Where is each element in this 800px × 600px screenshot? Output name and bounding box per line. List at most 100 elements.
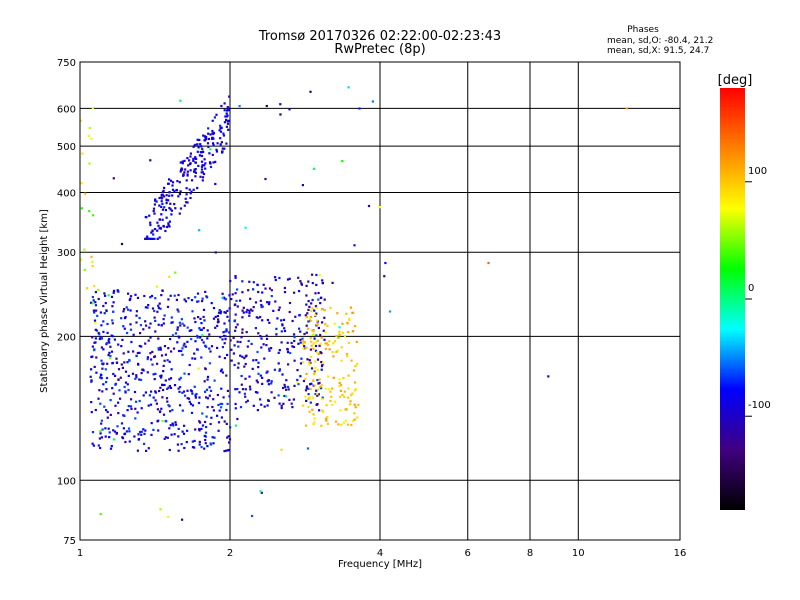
data-point <box>103 405 106 408</box>
data-point <box>201 147 204 150</box>
data-point <box>219 130 223 133</box>
data-point <box>340 359 343 362</box>
data-point <box>93 319 97 322</box>
data-point <box>186 340 189 343</box>
data-point <box>95 309 98 312</box>
data-point <box>244 388 247 391</box>
data-point <box>326 415 329 419</box>
data-point <box>92 214 95 217</box>
data-point <box>111 387 114 390</box>
data-point <box>280 448 283 451</box>
data-point <box>198 229 201 232</box>
data-point <box>91 345 94 348</box>
data-point <box>163 359 166 362</box>
data-point <box>221 338 224 341</box>
data-point <box>325 419 328 422</box>
y-tick-label: 400 <box>57 188 76 199</box>
data-point <box>251 514 254 518</box>
data-point <box>162 364 165 367</box>
data-point <box>100 377 103 380</box>
data-point <box>178 193 181 196</box>
data-point <box>84 192 87 195</box>
data-point <box>279 113 282 116</box>
data-point <box>185 187 188 190</box>
data-point <box>156 229 159 232</box>
data-point <box>108 436 111 439</box>
data-point <box>224 115 227 118</box>
data-point <box>320 384 323 387</box>
data-point <box>171 181 175 184</box>
data-point <box>217 311 221 314</box>
data-point <box>154 399 157 402</box>
data-point <box>223 311 226 314</box>
data-point <box>201 424 205 427</box>
data-point <box>189 192 192 195</box>
data-point <box>112 301 115 304</box>
data-point <box>219 124 222 127</box>
data-point <box>137 433 140 436</box>
data-point <box>302 340 305 343</box>
data-point <box>129 297 132 300</box>
data-point <box>149 221 152 224</box>
data-point <box>90 255 93 258</box>
data-point <box>288 398 291 401</box>
data-point <box>220 141 223 144</box>
data-point <box>189 169 192 172</box>
data-point <box>305 346 308 349</box>
data-point <box>255 359 258 362</box>
data-point <box>296 369 299 372</box>
y-tick-label: 500 <box>57 142 76 153</box>
data-point <box>206 406 209 409</box>
data-point <box>201 150 204 153</box>
data-point <box>127 308 130 311</box>
data-point <box>154 330 157 333</box>
data-point <box>324 387 327 390</box>
data-point <box>161 190 164 193</box>
data-point <box>156 362 159 365</box>
data-point <box>335 350 338 353</box>
data-point <box>226 114 229 117</box>
data-point <box>88 162 91 165</box>
data-point <box>180 349 183 353</box>
data-point <box>177 427 180 430</box>
data-point <box>147 339 150 342</box>
data-point <box>305 385 309 388</box>
data-point <box>97 444 100 447</box>
data-point <box>321 279 324 282</box>
data-point <box>347 341 350 344</box>
data-point <box>236 388 239 391</box>
data-point <box>204 290 207 293</box>
data-point <box>267 379 271 382</box>
data-point <box>228 307 231 310</box>
data-point <box>193 446 196 449</box>
data-point <box>209 422 212 426</box>
data-point <box>158 302 161 305</box>
data-point <box>178 181 181 184</box>
data-point <box>225 449 228 452</box>
data-point <box>105 409 108 412</box>
data-point <box>162 225 166 228</box>
data-point <box>194 320 197 324</box>
data-point <box>321 410 324 413</box>
data-point <box>335 335 338 338</box>
data-point <box>92 444 95 447</box>
data-point <box>179 386 182 389</box>
data-point <box>236 417 239 421</box>
data-point <box>228 438 232 441</box>
data-point <box>213 379 216 382</box>
data-point <box>323 316 326 319</box>
data-point <box>352 369 356 372</box>
data-point <box>202 315 205 318</box>
data-point <box>347 387 350 390</box>
data-point <box>257 316 260 320</box>
data-point <box>298 327 301 330</box>
data-point <box>305 386 308 390</box>
data-point <box>91 107 94 110</box>
data-point <box>140 433 143 436</box>
data-point <box>143 442 146 445</box>
data-point <box>142 428 145 431</box>
data-point <box>175 423 178 426</box>
data-point <box>100 346 103 349</box>
data-point <box>298 314 301 317</box>
data-point <box>221 402 224 406</box>
